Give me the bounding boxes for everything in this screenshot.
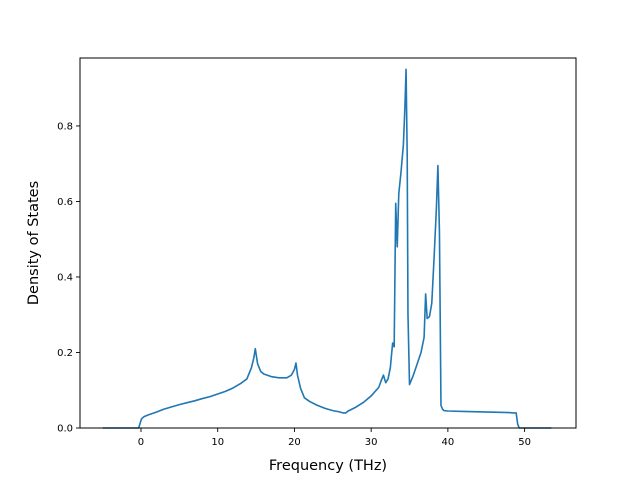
data-layer bbox=[102, 68, 552, 429]
x-axis-label: Frequency (THz) bbox=[269, 458, 387, 474]
x-tick-label: 20 bbox=[288, 437, 301, 448]
x-axis-ticks: 0 10 20 30 40 50 bbox=[138, 428, 531, 448]
y-tick-label: 0.8 bbox=[57, 122, 73, 133]
y-tick-label: 0.2 bbox=[57, 348, 73, 359]
x-tick-label: 30 bbox=[365, 437, 378, 448]
plot-frame bbox=[79, 57, 577, 429]
plot-area bbox=[80, 58, 576, 428]
y-tick-label: 0.4 bbox=[57, 273, 73, 284]
dos-series-line-0 bbox=[102, 68, 552, 429]
y-axis-ticks: 0.0 0.2 0.4 0.6 0.8 bbox=[57, 122, 80, 435]
y-axis-label: Density of States bbox=[26, 181, 42, 305]
y-tick-label: 0.6 bbox=[57, 197, 73, 208]
x-tick-label: 0 bbox=[138, 437, 144, 448]
x-tick-label: 40 bbox=[442, 437, 455, 448]
y-tick-label: 0.0 bbox=[57, 424, 73, 435]
x-tick-label: 10 bbox=[211, 437, 224, 448]
x-tick-label: 50 bbox=[518, 437, 531, 448]
